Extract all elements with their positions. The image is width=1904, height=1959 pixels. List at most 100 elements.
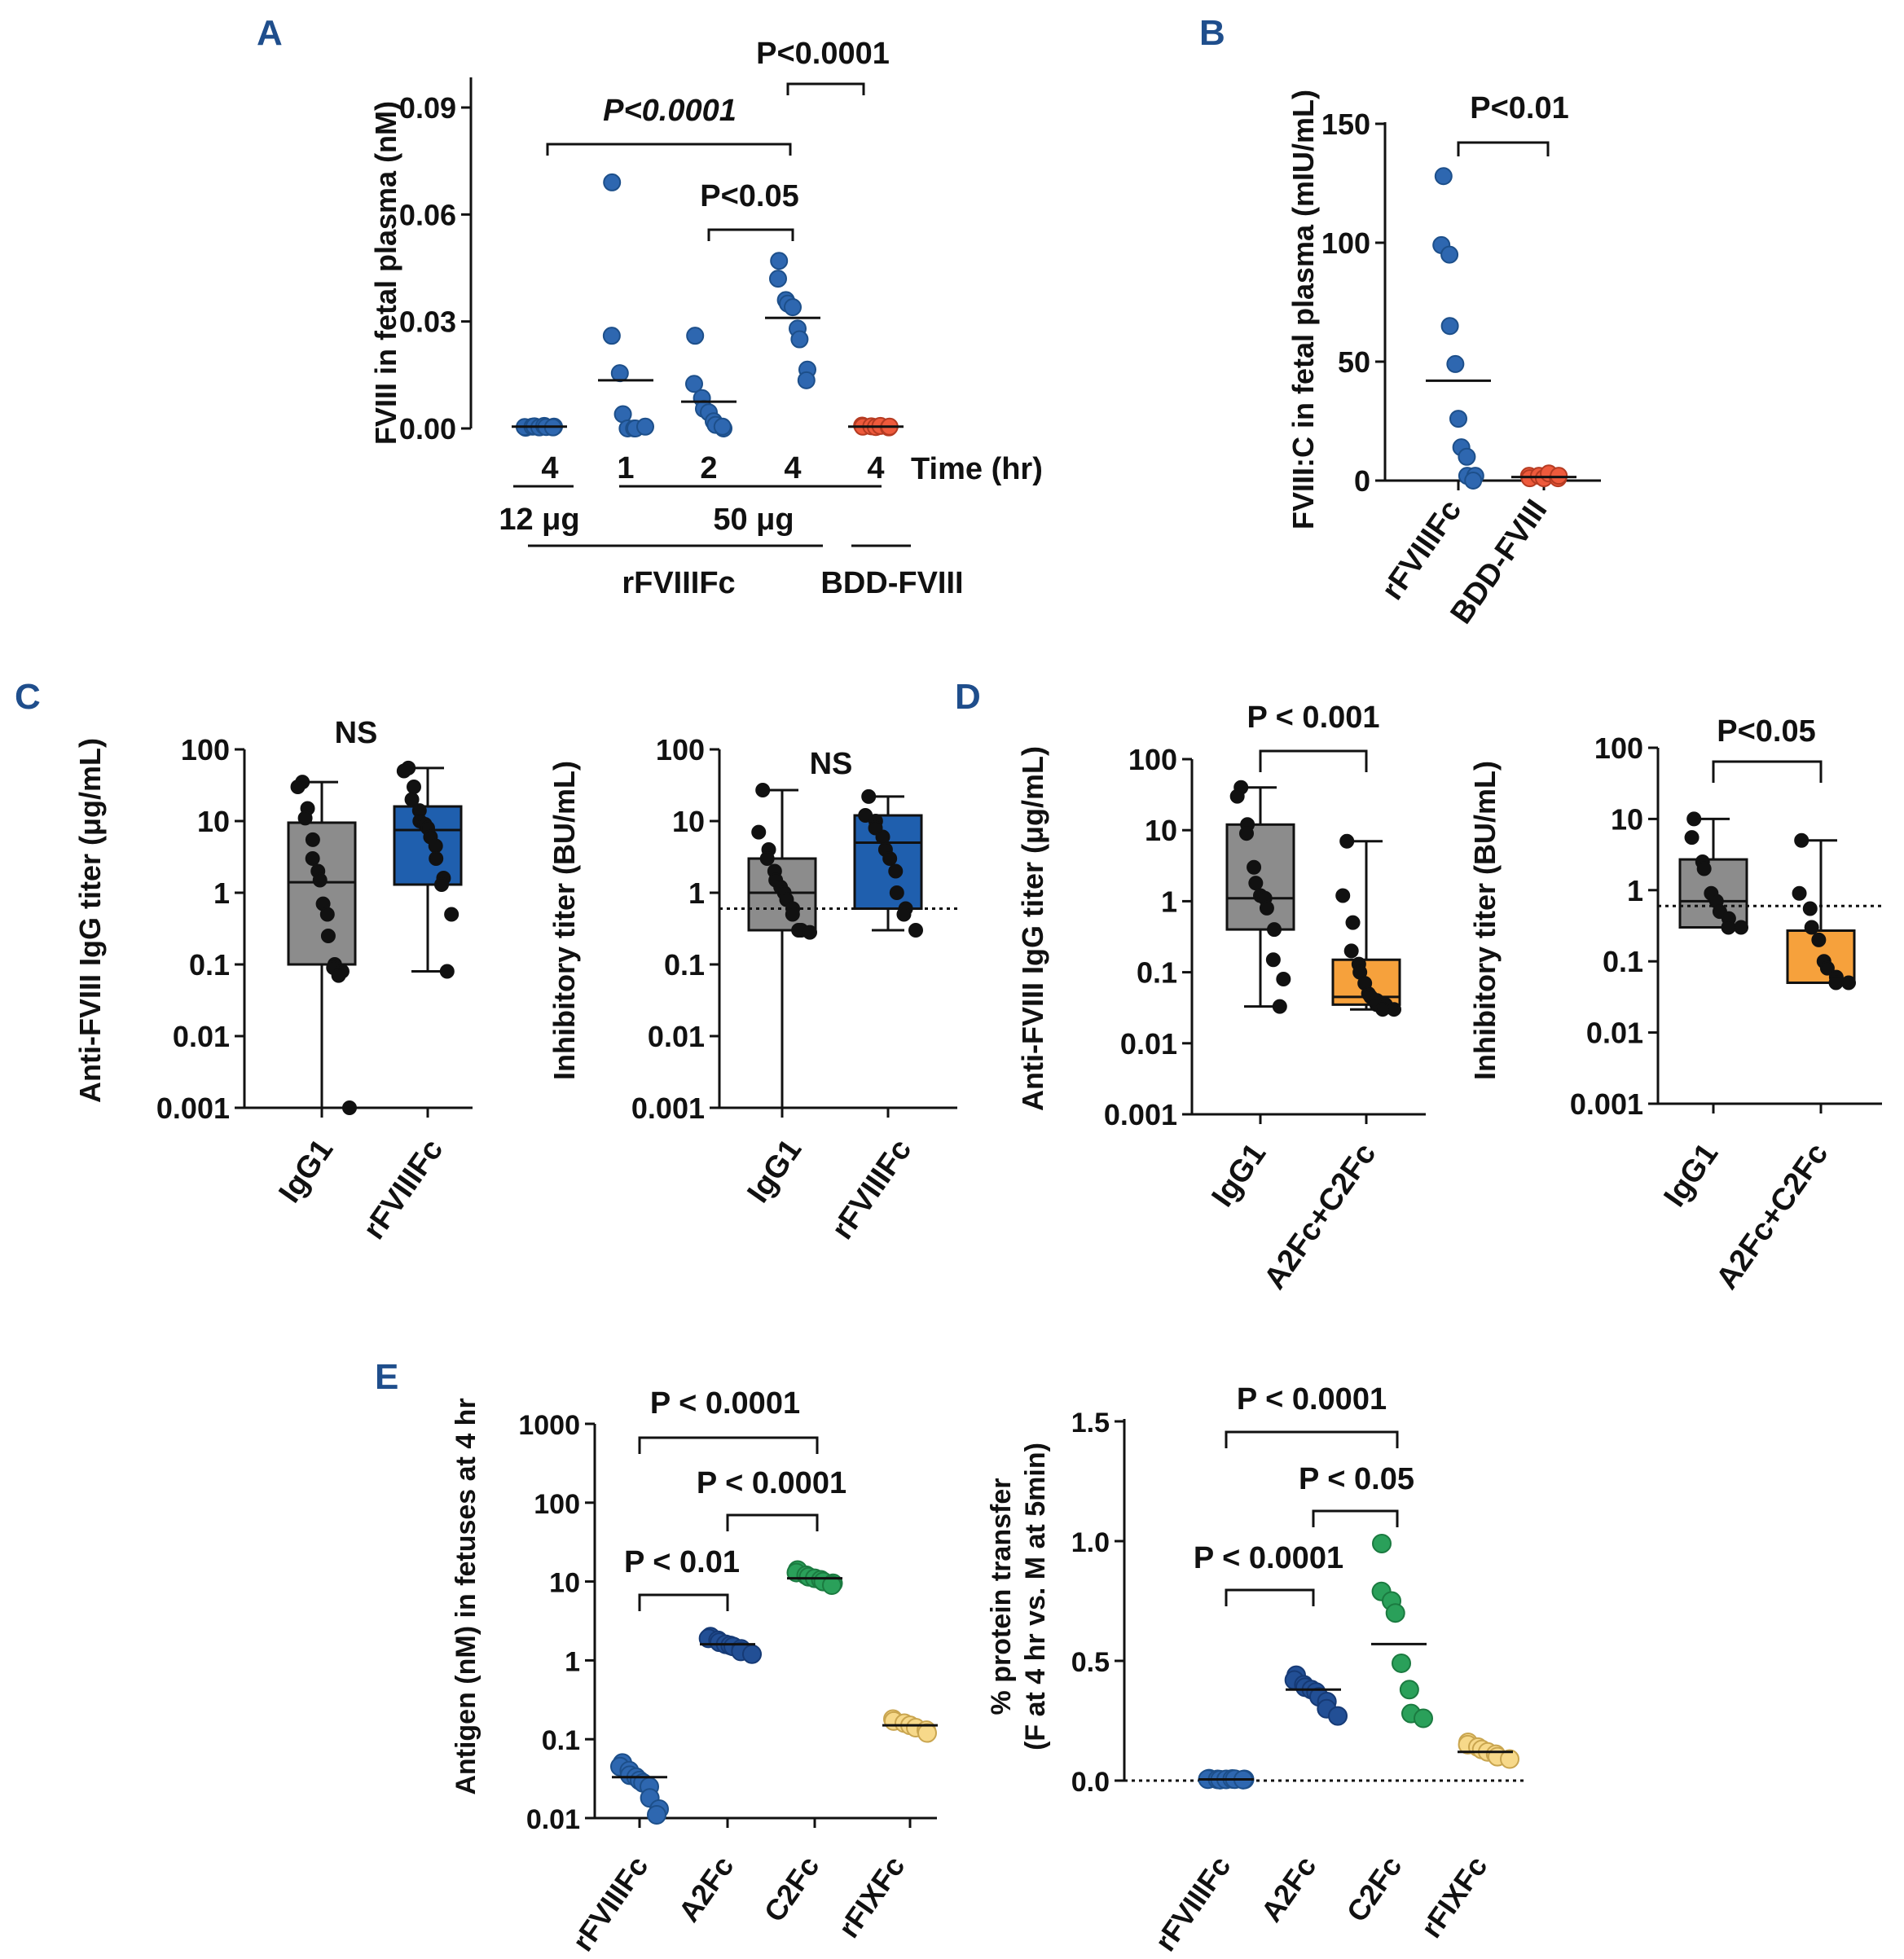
panel-c1-y-tick-label: 0.01 [173, 1020, 230, 1053]
panel-a-chart: FVIII in fetal plasma (nM) Time (hr) 4 1… [369, 37, 1043, 600]
panel-c2-y-tick-label: 10 [672, 805, 705, 838]
panel-b-sig-bracket [1457, 141, 1550, 156]
panel-d1-xlabel-1: IgG1 [1206, 1137, 1273, 1213]
panel-e1-b3-sig-bracket [638, 1593, 729, 1611]
panel-c1-box-2-point [404, 792, 420, 807]
panel-d2-ylabel: Inhibitory titer (BU/mL) [1468, 761, 1502, 1080]
panel-d1-ylabel: Anti-FVIII IgG titer (μg/mL) [1016, 746, 1049, 1111]
panel-c1-box-2-point [396, 763, 411, 779]
panel-b-chart: FVIII:C in fetal plasma (mIU/mL) rFVIIIF… [1286, 90, 1569, 630]
panel-a-p1: P<0.0001 [603, 94, 737, 128]
panel-e1-y-tick-label: 10 [549, 1568, 580, 1599]
panel-d2-box-2-point [1804, 920, 1819, 935]
panel-a-p2: P<0.05 [700, 179, 799, 213]
panel-d2-y-tick-label: 1 [1627, 874, 1643, 907]
panel-e1-group-1-point [647, 1804, 666, 1825]
panel-b-p1: P<0.01 [1470, 91, 1569, 125]
panel-d1-box-1 [1225, 823, 1295, 931]
panel-e2-group-3-point [1385, 1603, 1405, 1623]
panel-e1-group-3-point [822, 1575, 842, 1596]
panel-d1-box-1-point [1248, 876, 1264, 891]
panel-d2-box-1-point [1684, 830, 1700, 846]
panel-a-p3: P<0.0001 [756, 37, 890, 71]
panel-e2-p1: P < 0.0001 [1194, 1541, 1343, 1575]
panel-d2-y-tick-label: 0.1 [1603, 945, 1643, 978]
panel-c2-box-2-point [882, 851, 898, 867]
panel-d1-box-1-point [1276, 972, 1291, 987]
panel-a-time-5: 4 [867, 451, 884, 485]
panel-c2-box-1-point [759, 851, 775, 867]
panel-a-treat-bdd: BDD-FVIII [820, 566, 963, 600]
panel-a-time-2: 1 [617, 451, 634, 485]
panel-c1-xlabel-2: rFVIIIFc [357, 1133, 450, 1245]
panel-d1-box-1-point [1239, 826, 1254, 841]
panel-c2-box-1-point [751, 824, 767, 840]
panel-e1-group-2-point [742, 1644, 762, 1664]
panel-e1-b1-sig-bracket [638, 1436, 819, 1454]
panel-e2-group-3-point [1392, 1653, 1411, 1673]
panel-e2-group-3-point [1414, 1708, 1433, 1728]
panel-d2-box-2-point [1841, 975, 1856, 990]
panel-c1-y-tick-label: 0.001 [156, 1092, 230, 1125]
panel-c2-box-1-point [755, 783, 771, 798]
panel-d1-box-1-point [1272, 999, 1287, 1014]
panel-e1-y-tick-label: 100 [534, 1489, 580, 1520]
panel-c2-box-2-point [861, 788, 877, 804]
panel-c1-y-tick-label: 10 [197, 805, 230, 838]
panel-c1-box-1-point [297, 810, 313, 826]
panel-d2-box-2-point [1819, 960, 1835, 976]
panel-d1-box-2-point [1339, 833, 1355, 849]
panel-c1-ns: NS [335, 716, 378, 750]
panel-b-xlabel-1: rFVIIIFc [1375, 494, 1468, 606]
panel-b-group-1-point [1449, 410, 1467, 428]
panel-c1-box-2-point [444, 907, 460, 922]
panel-e1-group-4-point [917, 1723, 937, 1743]
panel-c2-box-2-point [889, 885, 904, 900]
panel-b-group-1-point [1464, 472, 1483, 490]
panel-label-a: A [257, 13, 283, 53]
panel-a-time-label: Time (hr) [911, 452, 1043, 486]
panel-c2-y-tick-label: 0.001 [631, 1092, 705, 1125]
panel-c2-box-1-point [802, 925, 817, 940]
panel-a-b1-sig-bracket [546, 143, 792, 156]
panel-d1-box-2-point [1345, 915, 1361, 930]
panel-e1-y-tick-label: 1000 [518, 1410, 580, 1441]
panel-e1-p1: P < 0.0001 [650, 1386, 800, 1421]
panel-b-y-tick-label: 50 [1338, 345, 1370, 379]
panel-d2-sig-bracket [1712, 760, 1823, 783]
panel-a-group-4-point [784, 298, 802, 317]
panel-b-y-tick-label: 150 [1321, 108, 1370, 141]
panel-c2-y-tick-label: 0.1 [664, 948, 705, 982]
panel-c1-y-tick-label: 0.1 [189, 948, 230, 982]
panel-d1-p: P < 0.001 [1247, 701, 1379, 735]
panel-c2-box-1-point [785, 907, 800, 922]
panel-d1-y-tick-label: 10 [1145, 814, 1177, 847]
panel-label-e: E [375, 1357, 398, 1397]
panel-e2-b3-sig-bracket [1225, 1588, 1315, 1606]
panel-a-dose-50: 50 μg [713, 503, 794, 537]
panel-a-y-tick-label: 0.06 [399, 198, 456, 231]
panel-e1-xlabel-3: C2Fc [757, 1850, 825, 1928]
panel-e2-xlabel-1: rFVIIIFc [1148, 1850, 1237, 1957]
panel-d1-sig-bracket [1259, 749, 1368, 772]
panel-e2-b1-sig-bracket [1225, 1430, 1399, 1448]
panel-c2-ns: NS [810, 747, 853, 781]
panel-d2-y-tick-label: 0.001 [1570, 1087, 1643, 1121]
panel-c1-box-2-point [407, 780, 421, 795]
panel-a-y-tick-label: 0.00 [399, 412, 456, 446]
panel-d2-box-1-point [1721, 920, 1736, 935]
panel-a-treat-rfviiifc: rFVIIIFc [622, 566, 735, 600]
panel-d-chart: Anti-FVIII IgG titer (μg/mL) Inhibitory … [1016, 701, 1835, 1296]
panel-d2-box-2-point [1828, 975, 1844, 990]
panel-b-group-1-point [1440, 317, 1459, 336]
panel-e2-p2: P < 0.05 [1299, 1462, 1414, 1496]
panel-e-chart: Antigen (nM) in fetuses at 4 hr % protei… [451, 1382, 1494, 1957]
panel-d2-box-2-point [1811, 932, 1827, 947]
panel-d1-box-1-point [1247, 859, 1262, 875]
panel-a-group-2-point [603, 173, 622, 191]
panel-c1-box-2-point [439, 964, 455, 979]
panel-e2-y-tick-label: 1.5 [1071, 1408, 1110, 1439]
panel-e2-group-3-point [1372, 1533, 1392, 1553]
panel-e2-xlabel-3: C2Fc [1339, 1850, 1408, 1928]
